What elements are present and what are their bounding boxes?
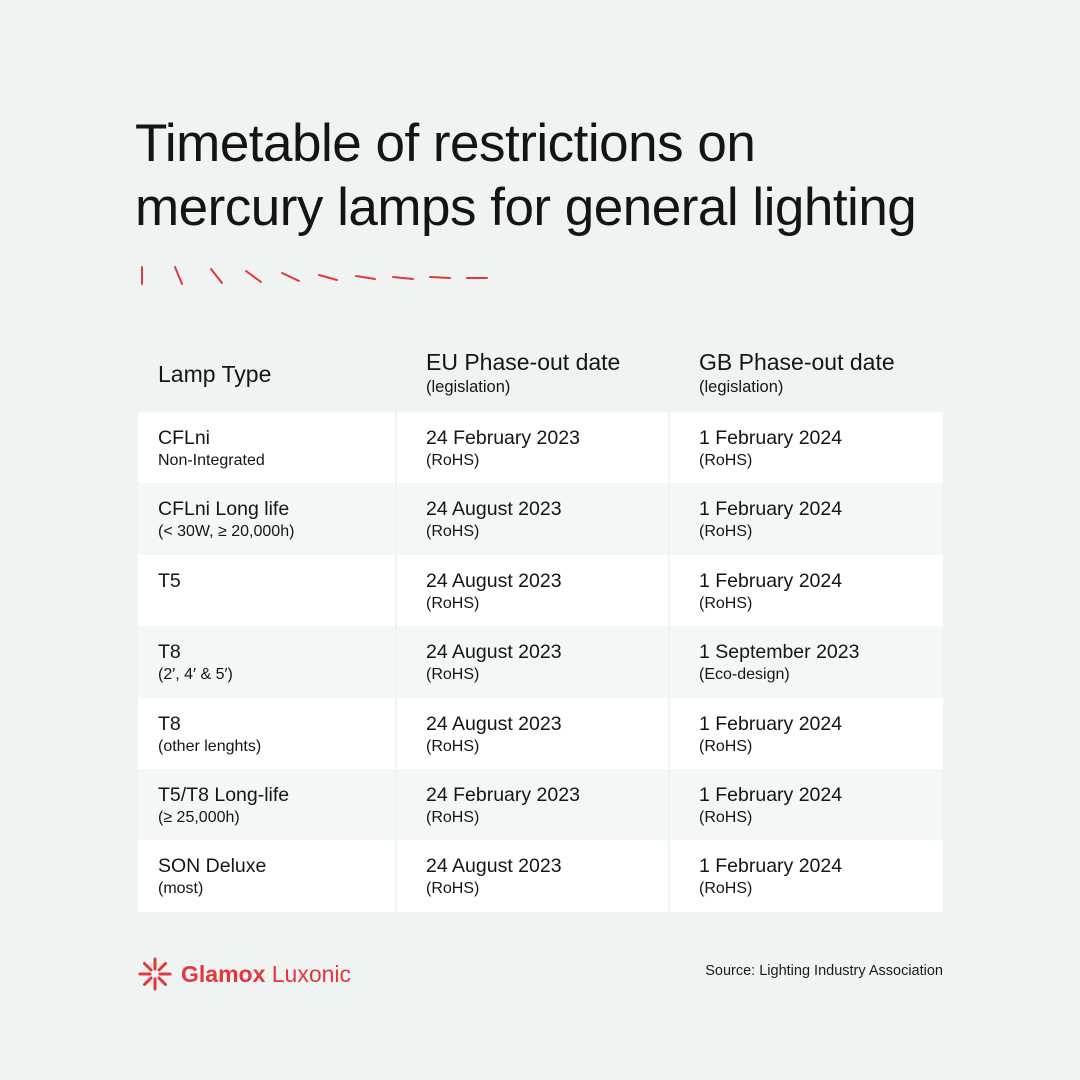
- title-line-2: mercury lamps for general lighting: [135, 178, 917, 237]
- cell-gb-date: 1 February 2024 (RoHS): [670, 768, 943, 841]
- cell-eu-date: 24 August 2023 (RoHS): [397, 697, 668, 769]
- cell-lamp-type: CFLni Non-Integrated: [138, 412, 395, 484]
- source-credit: Source: Lighting Industry Association: [705, 963, 943, 979]
- cell-gb-date: 1 February 2024 (RoHS): [670, 483, 943, 555]
- page-title: Timetable of restrictions on mercury lam…: [135, 112, 995, 240]
- sunburst-logo-icon: [138, 957, 172, 991]
- cell-eu-date: 24 February 2023 (RoHS): [397, 412, 668, 484]
- table-row: T5 24 August 2023 (RoHS) 1 February 2024(…: [138, 554, 943, 627]
- cell-lamp-type: T8 (other lenghts): [138, 697, 395, 769]
- cell-eu-date: 24 August 2023 (RoHS): [397, 626, 668, 698]
- cell-gb-date: 1 February 2024 (RoHS): [670, 697, 943, 769]
- cell-lamp-type: T8 (2′, 4′ & 5′): [138, 626, 395, 698]
- table-row: T8 (2′, 4′ & 5′) 24 August 2023 (RoHS) 1 S…: [138, 626, 943, 698]
- cell-lamp-type: CFLni Long life (< 30W, ≥ 20,000h): [138, 483, 395, 555]
- cell-gb-date: 1 February 2024 (RoHS): [670, 840, 943, 912]
- table-row: CFLni Non-Integrated 24 February 2023 (RoH…: [138, 412, 943, 484]
- header-gb-date: GB Phase-out date (legislation): [699, 349, 895, 396]
- cell-lamp-type: SON Deluxe (most): [138, 840, 395, 912]
- cell-gb-date: 1 February 2024 (RoHS): [670, 412, 943, 484]
- cell-eu-date: 24 August 2023 (RoHS): [397, 483, 668, 555]
- cell-eu-date: 24 August 2023 (RoHS): [397, 554, 668, 627]
- cell-lamp-type: T5: [138, 554, 395, 627]
- cell-gb-date: 1 September 2023 (Eco-design): [670, 626, 943, 698]
- header-eu-date: EU Phase-out date (legislation): [426, 349, 621, 396]
- brand-name: Glamox Luxonic: [181, 960, 352, 987]
- header-lamp-type: Lamp Type: [158, 361, 272, 387]
- table-row: T5/T8 Long-life (≥ 25,000h) 24 February 2…: [138, 768, 943, 841]
- table-row: CFLni Long life (< 30W, ≥ 20,000h) 24 Aug…: [138, 483, 943, 555]
- table-row: T8 (other lenghts) 24 August 2023 (RoHS) 1…: [138, 697, 943, 769]
- cell-gb-date: 1 February 2024 (RoHS): [670, 554, 943, 627]
- dash-strokes: [141, 266, 488, 285]
- cell-eu-date: 24 August 2023 (RoHS): [397, 840, 668, 912]
- table-row: SON Deluxe (most) 24 August 2023 (RoHS) 1 …: [138, 840, 943, 912]
- decorative-dashes: [141, 266, 488, 285]
- cell-lamp-type: T5/T8 Long-life (≥ 25,000h): [138, 768, 395, 841]
- cell-eu-date: 24 February 2023 (RoHS): [397, 768, 668, 841]
- phaseout-table: Lamp Type EU Phase-out date (legislation…: [138, 338, 943, 912]
- table-header: Lamp Type EU Phase-out date (legislation…: [138, 338, 943, 412]
- brand-logo: Glamox Luxonic: [137, 956, 351, 992]
- title-line-1: Timetable of restrictions on: [135, 114, 756, 173]
